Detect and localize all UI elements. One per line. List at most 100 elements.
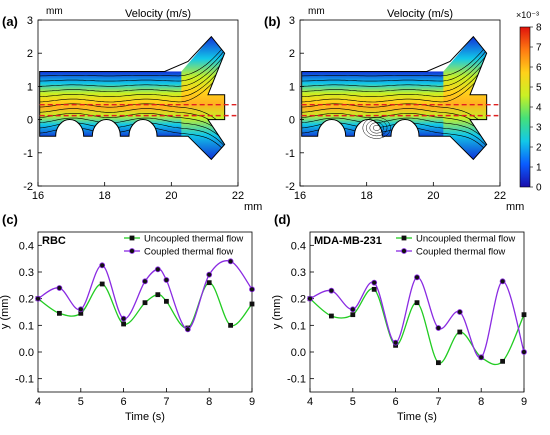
flow-field [39, 35, 237, 161]
data-point [249, 286, 255, 293]
x-tick-label: 16 [294, 190, 306, 202]
data-point [371, 286, 377, 292]
streamline [301, 50, 487, 82]
x-tick-label: 16 [32, 190, 44, 202]
axes: 16 18 20 22 3 2 1 0 -1 -2 [23, 15, 244, 202]
channel-outline [39, 35, 226, 161]
y-unit-label: mm [46, 6, 63, 17]
y-tick-label: 3 [27, 15, 33, 27]
y-unit-label: mm [308, 6, 325, 17]
streamline [39, 117, 225, 142]
y-tick-label: 1 [27, 81, 33, 93]
data-point [349, 306, 356, 313]
streamline [39, 45, 225, 77]
vortex-streamline [366, 119, 388, 137]
y-tick-label: 0.4 [291, 240, 306, 252]
x-axis-label: Time (s) [125, 411, 165, 423]
colorbar-scale-label: ×10⁻³ [516, 10, 539, 20]
data-point [350, 312, 356, 318]
data-point [57, 310, 62, 316]
line-chart-d: (d) MDA-MB-231 4 5 6 7 8 9 0.4 0.3 0.2 0.1 0.0 -0.1 Ti… [271, 212, 527, 423]
outlet-field-fill [443, 36, 487, 160]
plot-frame [299, 19, 501, 187]
panel-label: (d) [274, 212, 291, 227]
streamlines [39, 45, 225, 152]
y-tick-label: 3 [289, 15, 295, 27]
x-tick-label: 9 [249, 396, 255, 408]
chart-title: RBC [42, 235, 66, 247]
legend-marker [401, 248, 407, 254]
colorbar-ticks: 8 7 6 5 4 3 2 1 0 [530, 23, 542, 194]
colorbar-tick-label: 2 [536, 143, 542, 154]
streamline [39, 113, 225, 137]
velocity-panel-a: (a) Velocity (m/s) mm mm 16 18 20 22 3 2 1 0 -1 -… [2, 6, 262, 213]
colorbar: ×10⁻³ 8 7 6 5 4 3 2 1 0 [516, 10, 542, 194]
streamline [39, 108, 225, 133]
streamline [301, 117, 487, 142]
panel-label: (b) [264, 14, 281, 29]
x-tick-label: 7 [435, 396, 441, 408]
plot-frame [37, 19, 239, 187]
x-tick-label: 6 [393, 396, 399, 408]
data-point [457, 329, 463, 335]
x-axis-label: Time (s) [397, 411, 437, 423]
data-point [228, 322, 233, 328]
legend-entry: Uncoupled thermal flow [144, 234, 243, 245]
data-point [227, 258, 234, 265]
axes: 16 18 20 22 3 2 1 0 -1 -2 [285, 15, 506, 202]
data-point [155, 292, 161, 298]
streamline [39, 59, 225, 92]
streamline [301, 59, 487, 92]
x-tick-label: 20 [165, 190, 177, 202]
y-tick-label: -1 [23, 148, 33, 160]
data-point [142, 278, 148, 285]
panel-title: Velocity (m/s) [387, 8, 453, 20]
channel-outline [301, 35, 488, 161]
legend-entry: Coupled thermal flow [144, 247, 233, 258]
outlet-field-fill [181, 36, 225, 160]
colorbar-tick-label: 4 [536, 103, 542, 114]
colorbar-tick-label: 5 [536, 83, 542, 94]
data-point [435, 325, 442, 331]
y-tick-label: -0.1 [15, 374, 34, 386]
legend-marker [129, 235, 135, 241]
streamline [301, 54, 487, 87]
data-point [184, 326, 191, 333]
panel-title: Velocity (m/s) [125, 8, 191, 20]
streamline [301, 69, 487, 103]
streamline [39, 54, 225, 87]
x-tick-label: 9 [521, 396, 527, 408]
colorbar-tick-label: 0 [536, 183, 542, 194]
line-chart-c: (c) RBC 4 5 6 7 8 9 0.4 0.3 0.2 0.1 0.0 -0.1 Time (s) y… [0, 212, 255, 423]
x-tick-label: 22 [232, 190, 244, 202]
colorbar-tick-label: 1 [536, 163, 542, 174]
legend: Uncoupled thermal flow Coupled thermal fl… [124, 234, 243, 258]
streamline [39, 64, 225, 98]
vortex-streamline [362, 117, 391, 139]
y-axis-label: y (mm) [0, 295, 11, 329]
data-point [371, 279, 378, 286]
colorbar-tick-label: 8 [536, 23, 542, 34]
x-tick-label: 22 [494, 190, 506, 202]
data-point [142, 300, 148, 306]
streamline [301, 108, 487, 133]
y-tick-label: 0.3 [19, 267, 34, 279]
data-point [329, 313, 334, 319]
y-tick-label: -2 [23, 181, 33, 193]
panel-label: (c) [2, 212, 18, 227]
y-tick-label: 0.1 [19, 320, 34, 332]
colorbar-gradient [519, 26, 531, 188]
x-tick-label: 18 [361, 190, 373, 202]
velocity-panel-b: (b) Velocity (m/s) mm mm 16 18 20 22 3 2 1 0 -1 -… [264, 6, 524, 213]
y-tick-label: 0.3 [291, 267, 306, 279]
data-point [206, 280, 212, 286]
streamline [301, 113, 487, 137]
y-tick-label: 0.4 [19, 240, 34, 252]
data-point [456, 309, 463, 315]
plot-frame [37, 231, 253, 393]
data-point [500, 358, 505, 364]
colorbar-tick-label: 6 [536, 63, 542, 74]
data-point [521, 349, 527, 355]
y-tick-label: -1 [285, 148, 295, 160]
